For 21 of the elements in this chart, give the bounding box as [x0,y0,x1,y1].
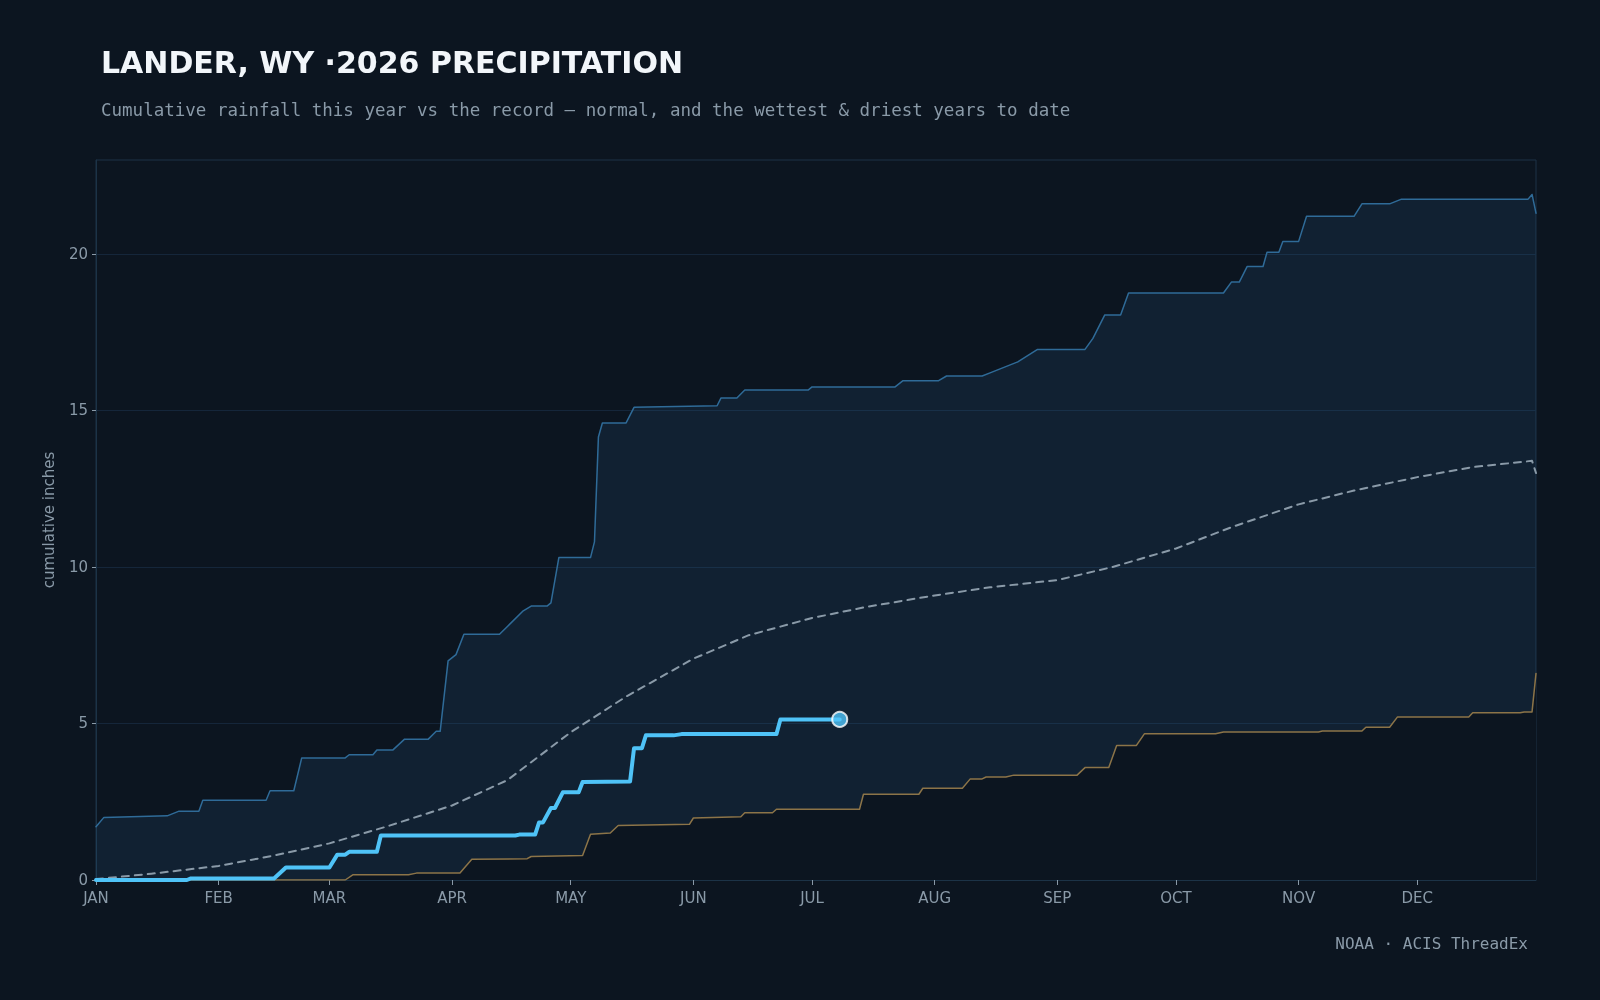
x-tick-label: JUN [679,888,707,907]
y-tick-label: 0 [78,871,88,889]
chart-subtitle: Cumulative rainfall this year vs the record — normal, and the wettest & driest years to date [101,100,1071,120]
x-tick-label: JAN [82,888,109,907]
y-tick-label: 10 [68,557,88,576]
x-tick-label: OCT [1160,888,1193,907]
x-tick-label: NOV [1282,888,1316,907]
y-axis-title: cumulative inches [39,451,58,589]
x-tick-label: JUL [799,888,825,907]
text: NOAA · ACIS ThreadEx [1335,933,1529,953]
x-tick-label: SEP [1043,888,1072,907]
x-tick-label: MAY [555,888,588,907]
x-tick-label: AUG [918,888,952,907]
y-tick-label: 5 [78,714,88,733]
y-tick-label: 15 [68,401,88,420]
x-tick-label: DEC [1401,888,1434,907]
x-tick-label: FEB [204,888,233,907]
y-tick-label: 20 [68,244,88,263]
x-tick-label: MAR [312,888,347,907]
x-tick-label: APR [437,888,467,907]
chart-title: LANDER, WY ·2026 PRECIPITATION [101,44,684,80]
